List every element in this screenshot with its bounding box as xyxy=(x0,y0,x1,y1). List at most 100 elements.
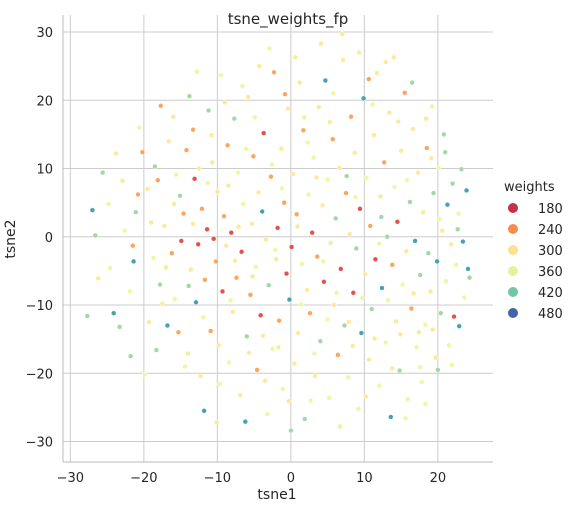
legend-marker xyxy=(508,224,518,234)
scatter-point xyxy=(111,310,117,316)
scatter-point xyxy=(463,187,470,194)
grid-layer xyxy=(63,15,493,462)
scatter-point xyxy=(275,225,281,231)
scatter-point xyxy=(355,406,362,412)
scatter-point xyxy=(376,383,382,389)
scatter-point xyxy=(345,374,351,381)
scatter-point xyxy=(356,49,362,56)
scatter-point xyxy=(223,243,229,249)
scatter-point xyxy=(412,238,418,244)
y-tick-label: 10 xyxy=(36,163,53,178)
y-tick-label: −30 xyxy=(26,436,53,451)
legend-marker xyxy=(508,266,518,276)
scatter-point xyxy=(377,193,384,200)
scatter-point xyxy=(325,316,331,323)
scatter-point xyxy=(419,379,425,385)
scatter-point xyxy=(438,310,444,316)
scatter-point xyxy=(417,364,423,370)
scatter-point xyxy=(133,209,139,215)
scatter-point xyxy=(436,216,442,222)
legend-entry: 420 xyxy=(508,286,563,301)
scatter-point xyxy=(163,264,169,271)
scatter-point xyxy=(127,288,133,295)
scatter-point xyxy=(340,57,346,63)
scatter-point xyxy=(232,258,238,264)
legend-marker xyxy=(508,245,518,255)
scatter-point xyxy=(414,344,420,350)
scatter-point xyxy=(408,305,415,312)
scatter-point xyxy=(317,338,323,344)
scatter-point xyxy=(268,174,274,180)
scatter-point xyxy=(135,191,141,198)
scatter-point xyxy=(358,330,365,336)
legend-entries: 180 240 300 360 420 480 xyxy=(508,202,563,322)
scatter-point xyxy=(376,241,382,247)
scatter-point xyxy=(302,416,308,422)
scatter-point xyxy=(148,219,154,226)
scatter-point xyxy=(372,256,379,262)
scatter-point xyxy=(153,347,160,353)
scatter-point xyxy=(402,415,409,421)
x-tick-label: 20 xyxy=(430,471,447,486)
scatter-point xyxy=(441,131,447,138)
scatter-point xyxy=(385,297,391,303)
scatter-point xyxy=(172,296,178,302)
scatter-point xyxy=(430,327,436,333)
scatter-point xyxy=(157,282,163,288)
scatter-point xyxy=(388,414,394,420)
scatter-point xyxy=(422,322,429,328)
scatter-point xyxy=(367,223,373,229)
scatter-point xyxy=(330,136,336,142)
scatter-point xyxy=(417,272,423,278)
scatter-point xyxy=(292,54,298,60)
scatter-point xyxy=(281,200,287,206)
scatter-point xyxy=(113,150,119,157)
scatter-point xyxy=(146,319,152,325)
scatter-point xyxy=(410,126,416,132)
scatter-point xyxy=(214,189,221,195)
scatter-point xyxy=(331,302,337,308)
scatter-point xyxy=(308,398,314,404)
scatter-point xyxy=(384,234,390,240)
scatter-point xyxy=(326,395,332,401)
scatter-point xyxy=(271,69,277,75)
scatter-point xyxy=(216,342,222,348)
scatter-point xyxy=(455,211,462,217)
scatter-point xyxy=(415,170,421,176)
scatter-point xyxy=(300,127,307,133)
y-tick-label: −20 xyxy=(26,367,53,382)
scatter-point xyxy=(244,333,250,340)
scatter-point xyxy=(289,244,295,250)
scatter-point xyxy=(139,149,146,155)
scatter-point xyxy=(173,172,179,178)
scatter-point xyxy=(320,258,326,265)
scatter-point xyxy=(262,378,268,384)
scatter-point xyxy=(343,190,349,196)
scatter-point xyxy=(288,428,294,434)
scatter-point xyxy=(348,114,354,120)
scatter-point xyxy=(183,147,190,153)
scatter-point xyxy=(192,176,198,182)
scatter-point xyxy=(178,238,184,244)
scatter-point xyxy=(389,262,395,268)
scatter-point xyxy=(205,107,212,114)
scatter-point xyxy=(278,146,284,152)
scatter-point xyxy=(254,367,260,373)
scatter-point xyxy=(295,330,301,336)
scatter-point xyxy=(311,350,318,357)
scatter-point xyxy=(276,318,282,324)
scatter-point xyxy=(195,241,201,247)
scatter-point xyxy=(319,202,326,209)
scatter-point xyxy=(383,340,389,346)
scatter-point xyxy=(395,118,401,125)
scatter-point xyxy=(336,165,343,171)
scatter-point xyxy=(258,312,264,318)
scatter-point xyxy=(393,318,399,325)
scatter-point xyxy=(217,381,223,387)
scatter-point xyxy=(407,199,413,205)
scatter-point xyxy=(374,70,380,76)
scatter-point xyxy=(322,77,329,84)
scatter-point xyxy=(450,181,456,187)
scatter-point xyxy=(337,423,343,430)
